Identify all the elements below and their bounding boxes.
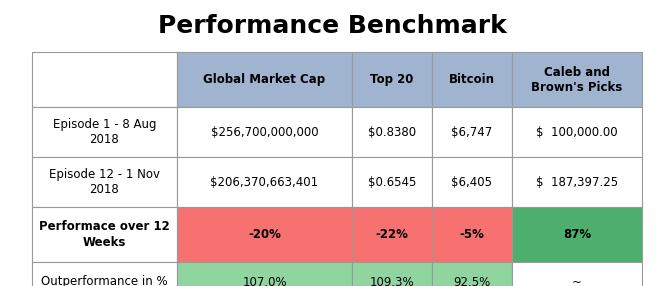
Text: $256,700,000,000: $256,700,000,000 [210,126,318,138]
Text: $  100,000.00: $ 100,000.00 [537,126,618,138]
Text: $6,747: $6,747 [452,126,493,138]
Bar [352,107,432,157]
Text: $  187,397.25: $ 187,397.25 [536,176,618,188]
Bar [432,157,512,207]
Bar [512,52,642,107]
Bar [512,157,642,207]
Text: Episode 1 - 8 Aug
2018: Episode 1 - 8 Aug 2018 [52,118,156,146]
Text: 87%: 87% [563,228,591,241]
Bar [352,262,432,286]
Text: Outperformance in %: Outperformance in % [41,275,168,286]
Bar [177,207,352,262]
Bar [32,262,177,286]
Bar [32,52,177,107]
Bar [32,207,177,262]
Text: $206,370,663,401: $206,370,663,401 [210,176,319,188]
Bar [177,157,352,207]
Bar [432,262,512,286]
Text: Performace over 12
Weeks: Performace over 12 Weeks [39,221,170,249]
Text: Episode 12 - 1 Nov
2018: Episode 12 - 1 Nov 2018 [49,168,160,196]
Bar [352,157,432,207]
Bar [177,107,352,157]
Bar [432,207,512,262]
Text: $6,405: $6,405 [452,176,493,188]
Text: Performance Benchmark: Performance Benchmark [157,14,507,38]
Text: Global Market Cap: Global Market Cap [203,73,325,86]
Bar [32,107,177,157]
Bar [32,157,177,207]
Text: $0.8380: $0.8380 [368,126,416,138]
Bar [512,107,642,157]
Text: Caleb and
Brown's Picks: Caleb and Brown's Picks [531,65,623,94]
Text: 107.0%: 107.0% [242,275,287,286]
Text: 92.5%: 92.5% [454,275,491,286]
Text: Bitcoin: Bitcoin [449,73,495,86]
Text: ~: ~ [572,275,582,286]
Text: -22%: -22% [376,228,408,241]
Text: -5%: -5% [459,228,485,241]
Bar [512,207,642,262]
Text: Top 20: Top 20 [371,73,414,86]
Text: $0.6545: $0.6545 [368,176,416,188]
Bar [352,207,432,262]
Bar [512,262,642,286]
Bar [432,52,512,107]
Bar [177,262,352,286]
Text: 109.3%: 109.3% [370,275,414,286]
Bar [177,52,352,107]
Bar [352,52,432,107]
Text: -20%: -20% [248,228,281,241]
Bar [432,107,512,157]
